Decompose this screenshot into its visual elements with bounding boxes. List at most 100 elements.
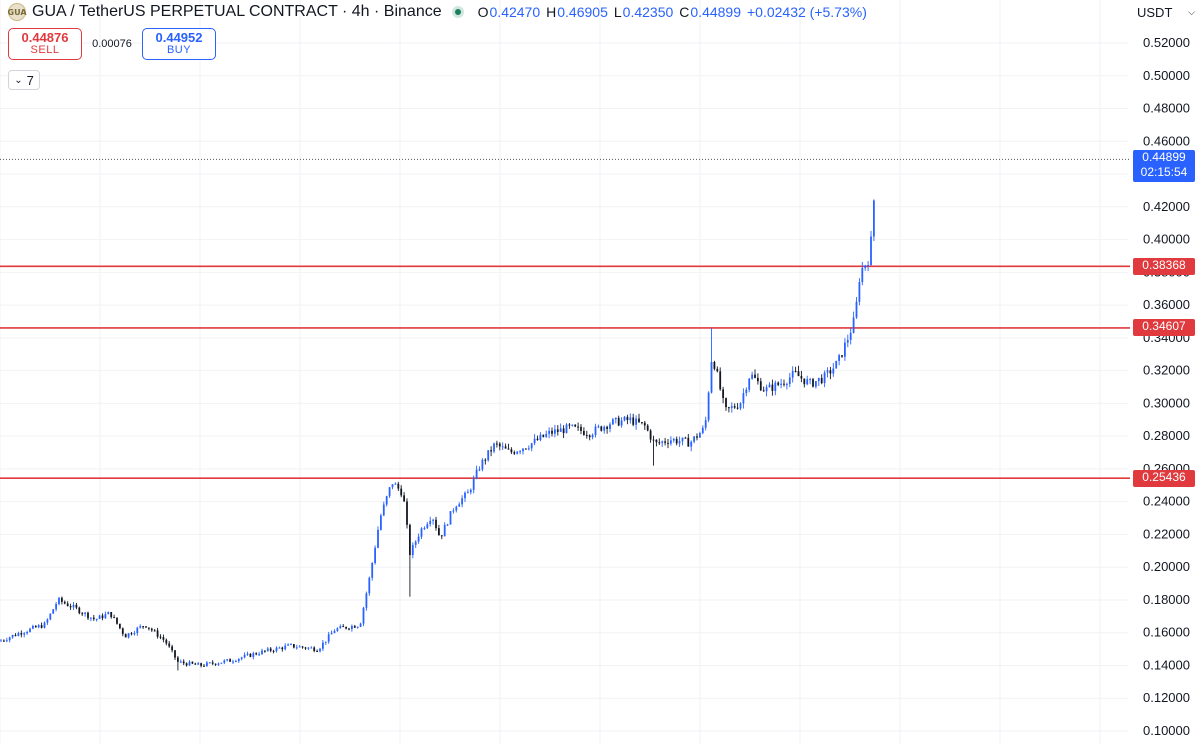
- candle[interactable]: [710, 328, 713, 394]
- candle[interactable]: [69, 603, 72, 610]
- candle[interactable]: [704, 416, 707, 431]
- candle[interactable]: [272, 649, 275, 654]
- candle[interactable]: [817, 377, 820, 386]
- candle[interactable]: [777, 381, 780, 387]
- candle[interactable]: [696, 433, 698, 441]
- candle[interactable]: [269, 647, 272, 653]
- candle[interactable]: [823, 370, 826, 388]
- candle[interactable]: [220, 662, 223, 664]
- candle[interactable]: [815, 380, 817, 389]
- candle[interactable]: [235, 659, 237, 663]
- candle[interactable]: [812, 377, 814, 388]
- candle[interactable]: [240, 656, 243, 661]
- candle[interactable]: [574, 424, 577, 428]
- candle[interactable]: [104, 611, 107, 619]
- candle[interactable]: [336, 627, 339, 632]
- candle[interactable]: [374, 545, 376, 565]
- candle[interactable]: [536, 435, 539, 441]
- candle[interactable]: [693, 435, 695, 444]
- candle[interactable]: [461, 495, 463, 508]
- candle[interactable]: [629, 413, 632, 424]
- candle[interactable]: [20, 630, 23, 638]
- candle[interactable]: [287, 643, 289, 646]
- candle[interactable]: [14, 633, 17, 637]
- candle[interactable]: [568, 423, 571, 429]
- candle[interactable]: [177, 655, 179, 671]
- candle[interactable]: [43, 621, 46, 629]
- candle[interactable]: [600, 425, 603, 432]
- candle[interactable]: [34, 625, 37, 628]
- candle[interactable]: [736, 403, 739, 410]
- candle[interactable]: [757, 373, 759, 385]
- candle[interactable]: [153, 628, 156, 632]
- candle[interactable]: [852, 311, 855, 334]
- candle[interactable]: [870, 230, 872, 266]
- candle[interactable]: [417, 533, 420, 544]
- candle[interactable]: [142, 625, 144, 629]
- candle[interactable]: [113, 614, 115, 619]
- candle[interactable]: [464, 491, 466, 502]
- candle[interactable]: [759, 377, 762, 392]
- candle[interactable]: [754, 369, 756, 379]
- candle[interactable]: [481, 458, 484, 472]
- candle[interactable]: [411, 542, 414, 559]
- candle[interactable]: [820, 374, 823, 385]
- candle[interactable]: [156, 627, 159, 639]
- candle[interactable]: [742, 388, 745, 409]
- candle[interactable]: [365, 591, 368, 611]
- candle[interactable]: [577, 422, 579, 431]
- candle[interactable]: [345, 626, 347, 630]
- candle[interactable]: [562, 425, 565, 439]
- candle[interactable]: [519, 449, 521, 455]
- candle[interactable]: [208, 661, 211, 664]
- candle[interactable]: [171, 644, 173, 653]
- candle[interactable]: [719, 367, 722, 391]
- candle[interactable]: [614, 417, 617, 424]
- candle[interactable]: [649, 429, 652, 443]
- candle[interactable]: [179, 659, 182, 664]
- candle[interactable]: [255, 652, 258, 656]
- candle[interactable]: [95, 618, 98, 622]
- candle[interactable]: [496, 440, 498, 448]
- candle[interactable]: [588, 434, 591, 441]
- candle[interactable]: [200, 662, 202, 668]
- candle[interactable]: [136, 626, 139, 636]
- candle[interactable]: [716, 366, 719, 373]
- candle[interactable]: [214, 663, 217, 666]
- candle[interactable]: [783, 379, 785, 387]
- candle[interactable]: [281, 646, 284, 652]
- candle[interactable]: [165, 638, 168, 646]
- candle[interactable]: [832, 363, 835, 377]
- candle[interactable]: [130, 631, 133, 636]
- candle[interactable]: [551, 427, 553, 437]
- candle[interactable]: [32, 624, 34, 630]
- candle[interactable]: [359, 622, 362, 628]
- candle[interactable]: [5, 637, 8, 643]
- candle[interactable]: [472, 475, 475, 494]
- candle[interactable]: [298, 644, 301, 648]
- candle[interactable]: [191, 661, 194, 665]
- candle[interactable]: [330, 630, 333, 635]
- candle[interactable]: [98, 614, 101, 620]
- candle[interactable]: [324, 641, 327, 645]
- candle[interactable]: [226, 658, 229, 662]
- candle[interactable]: [646, 424, 649, 432]
- candle[interactable]: [510, 447, 513, 455]
- candle[interactable]: [658, 438, 661, 445]
- candle[interactable]: [356, 626, 359, 629]
- candle[interactable]: [185, 662, 188, 667]
- candle[interactable]: [835, 360, 838, 369]
- candle[interactable]: [203, 663, 205, 667]
- candle[interactable]: [377, 526, 379, 549]
- candle[interactable]: [469, 488, 472, 495]
- candle[interactable]: [368, 576, 371, 596]
- candle[interactable]: [353, 624, 356, 628]
- candle[interactable]: [159, 634, 162, 640]
- candle[interactable]: [319, 647, 321, 653]
- candle[interactable]: [26, 630, 28, 635]
- candle[interactable]: [542, 434, 545, 438]
- candle[interactable]: [168, 641, 171, 648]
- candle[interactable]: [591, 433, 594, 440]
- candle[interactable]: [487, 450, 490, 462]
- candle[interactable]: [52, 609, 55, 614]
